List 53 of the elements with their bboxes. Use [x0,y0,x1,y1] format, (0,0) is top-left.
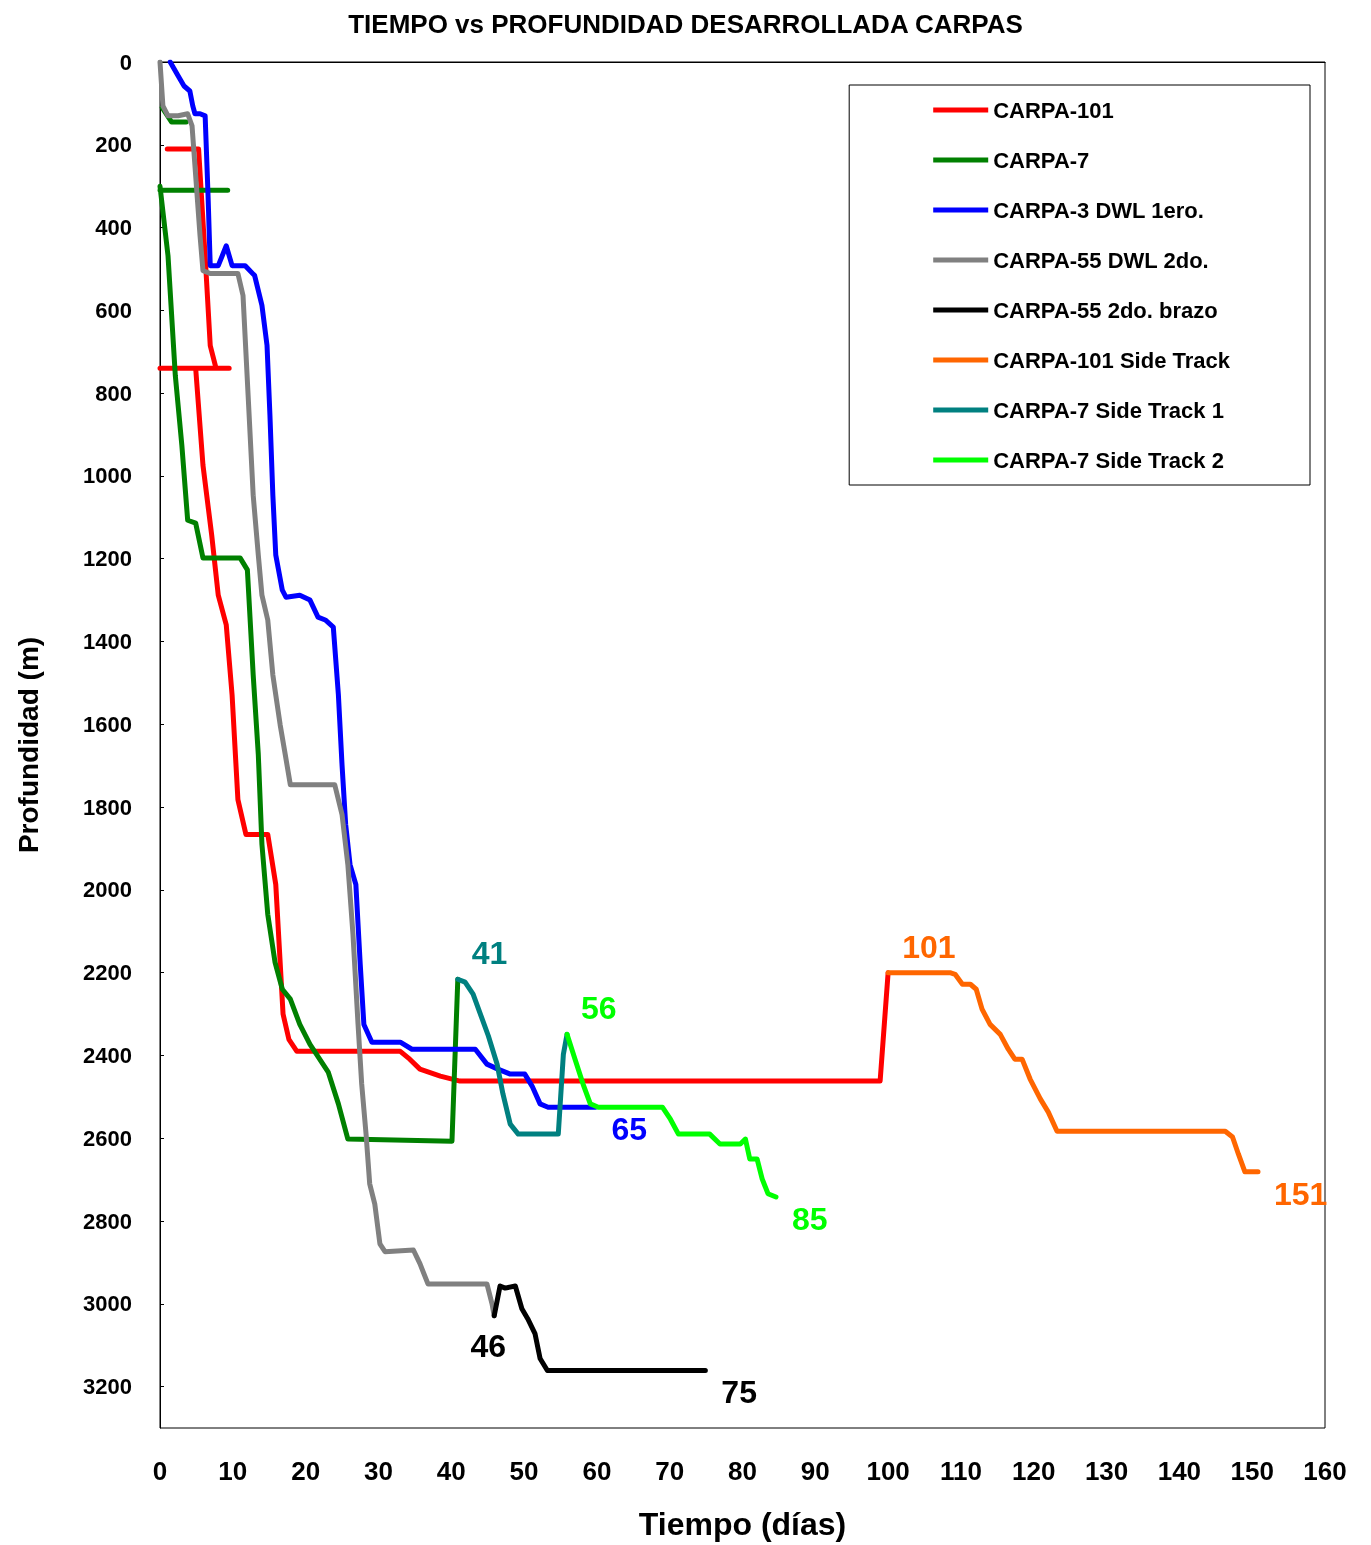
y-tick-label: 2000 [83,877,132,903]
y-tick-label: 200 [95,132,132,158]
annotation: 85 [791,1201,828,1238]
y-tick-label: 2400 [83,1042,132,1068]
legend-label: CARPA-55 DWL 2do. [993,247,1209,273]
y-tick-label: 3200 [83,1374,132,1400]
y-tick-label: 1200 [83,546,132,572]
legend-label: CARPA-7 Side Track 2 [993,447,1224,473]
x-tick-label: 160 [1303,1456,1347,1486]
x-tick-label: 0 [152,1456,168,1486]
annotation: 56 [581,990,617,1027]
y-tick-label: 400 [95,215,132,241]
annotation: 75 [721,1374,757,1411]
x-tick-label: 110 [939,1456,982,1486]
x-tick-label: 30 [363,1456,393,1486]
y-tick-label: 800 [95,380,132,406]
y-tick-label: 600 [95,297,132,323]
annotation: 46 [470,1327,507,1364]
annotation: 101 [902,928,956,965]
y-tick-label: 1400 [83,629,132,655]
x-tick-label: 50 [509,1456,539,1486]
y-tick-label: 2200 [83,960,132,986]
y-tick-label: 1800 [83,794,132,820]
x-tick-label: 90 [800,1456,830,1486]
legend-label: CARPA-101 Side Track [993,347,1231,373]
x-tick-label: 70 [655,1456,685,1486]
y-tick-label: 1000 [83,463,132,489]
x-tick-label: 40 [436,1456,466,1486]
legend-label: CARPA-3 DWL 1ero. [993,197,1204,223]
legend-label: CARPA-7 [993,147,1090,173]
x-tick-label: 150 [1230,1456,1274,1486]
annotation: 65 [611,1111,648,1148]
chart-title: TIEMPO vs PROFUNDIDAD DESARROLLADA CARPAS [348,9,1023,39]
annotation: 41 [471,935,508,972]
y-axis-title: Profundidad (m) [12,636,44,854]
legend-label: CARPA-101 [993,97,1114,123]
y-tick-label: 1600 [83,711,132,737]
annotation: 151 [1274,1175,1328,1212]
x-tick-label: 80 [728,1456,757,1486]
x-tick-label: 60 [582,1456,612,1486]
y-tick-label: 0 [119,49,132,75]
y-tick-label: 2600 [83,1125,132,1151]
x-axis-title: Tiempo (días) [638,1506,847,1542]
x-tick-label: 20 [291,1456,321,1486]
x-tick-label: 130 [1084,1456,1129,1486]
y-tick-label: 3000 [83,1291,132,1317]
legend-label: CARPA-7 Side Track 1 [993,397,1224,423]
x-tick-label: 10 [218,1456,248,1486]
x-tick-label: 120 [1012,1456,1056,1486]
y-tick-label: 2800 [83,1208,132,1234]
legend-label: CARPA-55 2do. brazo [993,297,1218,323]
x-tick-label: 140 [1157,1456,1202,1486]
x-tick-label: 100 [866,1456,910,1486]
